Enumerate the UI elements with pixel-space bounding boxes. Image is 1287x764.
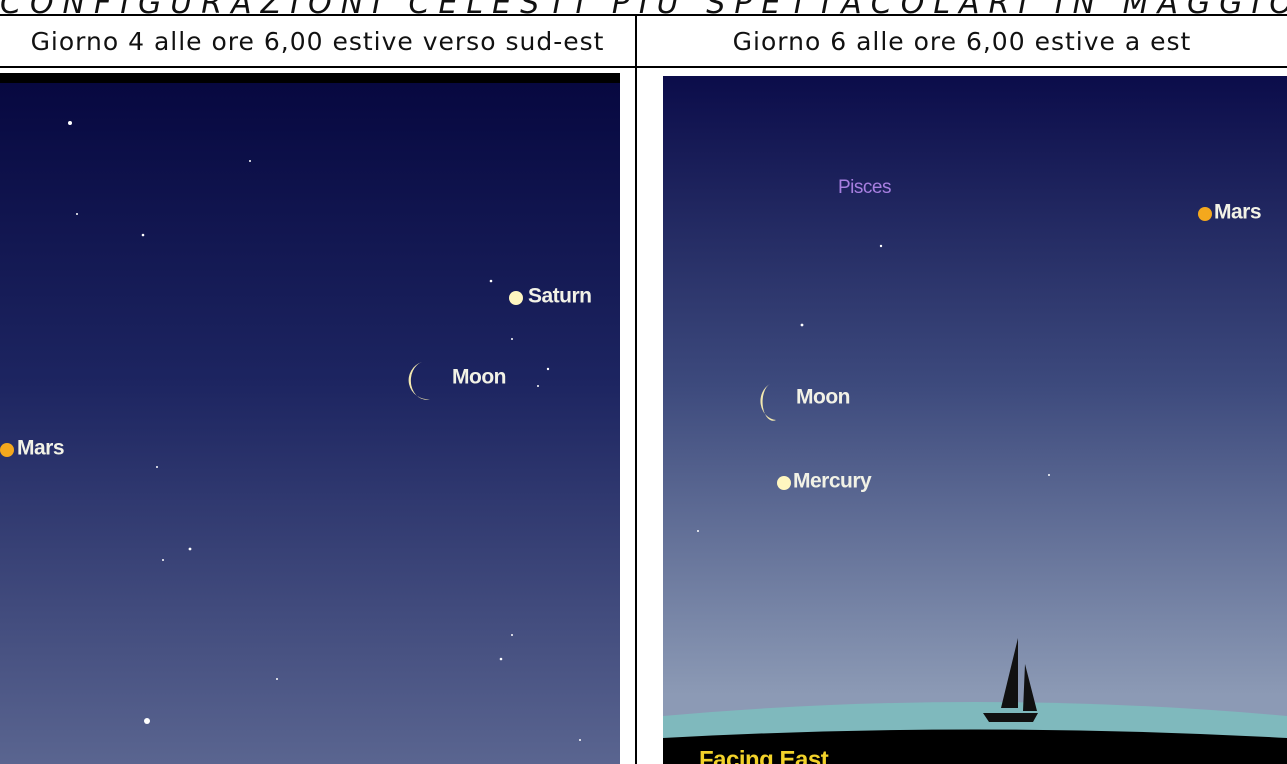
sky-image: Pisces Mars Moon Mercury Facing East	[663, 76, 1287, 764]
object-label: Mercury	[793, 470, 872, 493]
sky-image: Saturn Moon Mars	[0, 73, 620, 764]
planet-dot	[0, 443, 14, 457]
object-label: Mars	[17, 437, 64, 460]
object-label: Moon	[796, 386, 850, 409]
planet-dot	[777, 476, 791, 490]
object-label: Mars	[1214, 201, 1261, 224]
constellation-label: Pisces	[838, 177, 891, 198]
direction-label: Facing East	[699, 746, 829, 764]
object-label: Moon	[452, 366, 506, 389]
planet-dot	[509, 291, 523, 305]
page: CONFIGURAZIONI CELESTI PIÙ SPETTACOLARI …	[0, 0, 1287, 764]
table-divider	[635, 15, 637, 764]
column-header: Giorno 4 alle ore 6,00 estive verso sud-…	[0, 15, 635, 67]
column-header: Giorno 6 alle ore 6,00 estive a est	[637, 15, 1287, 67]
object-label: Saturn	[528, 285, 592, 308]
planet-dot	[1198, 207, 1212, 221]
